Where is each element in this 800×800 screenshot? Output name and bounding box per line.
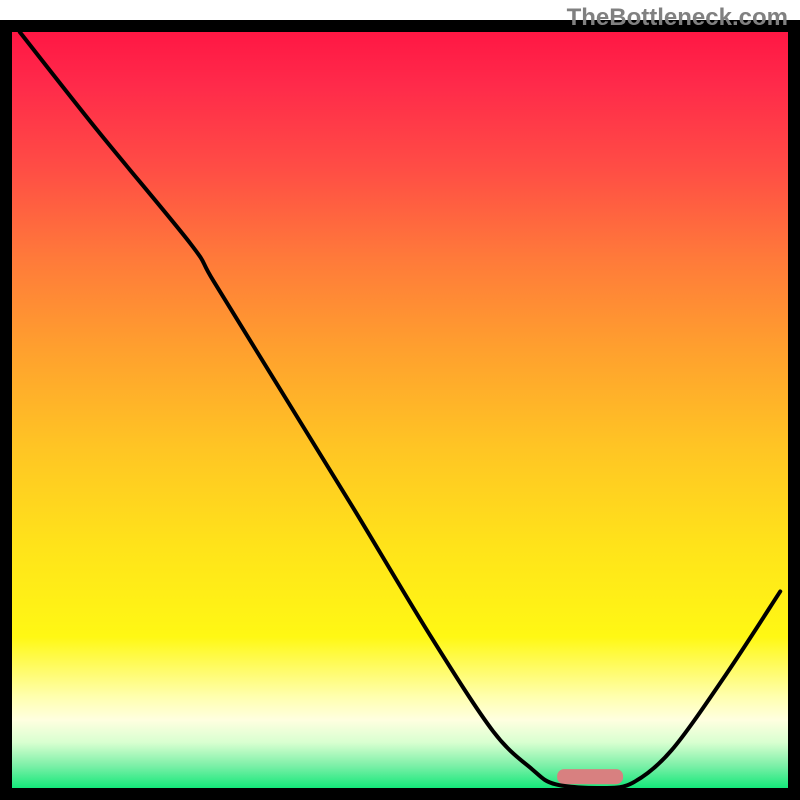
chart-frame: TheBottleneck.com [0,0,800,800]
target-marker [557,769,623,784]
watermark-text: TheBottleneck.com [567,4,788,32]
bottleneck-chart [0,0,800,800]
plot-background [12,32,788,788]
